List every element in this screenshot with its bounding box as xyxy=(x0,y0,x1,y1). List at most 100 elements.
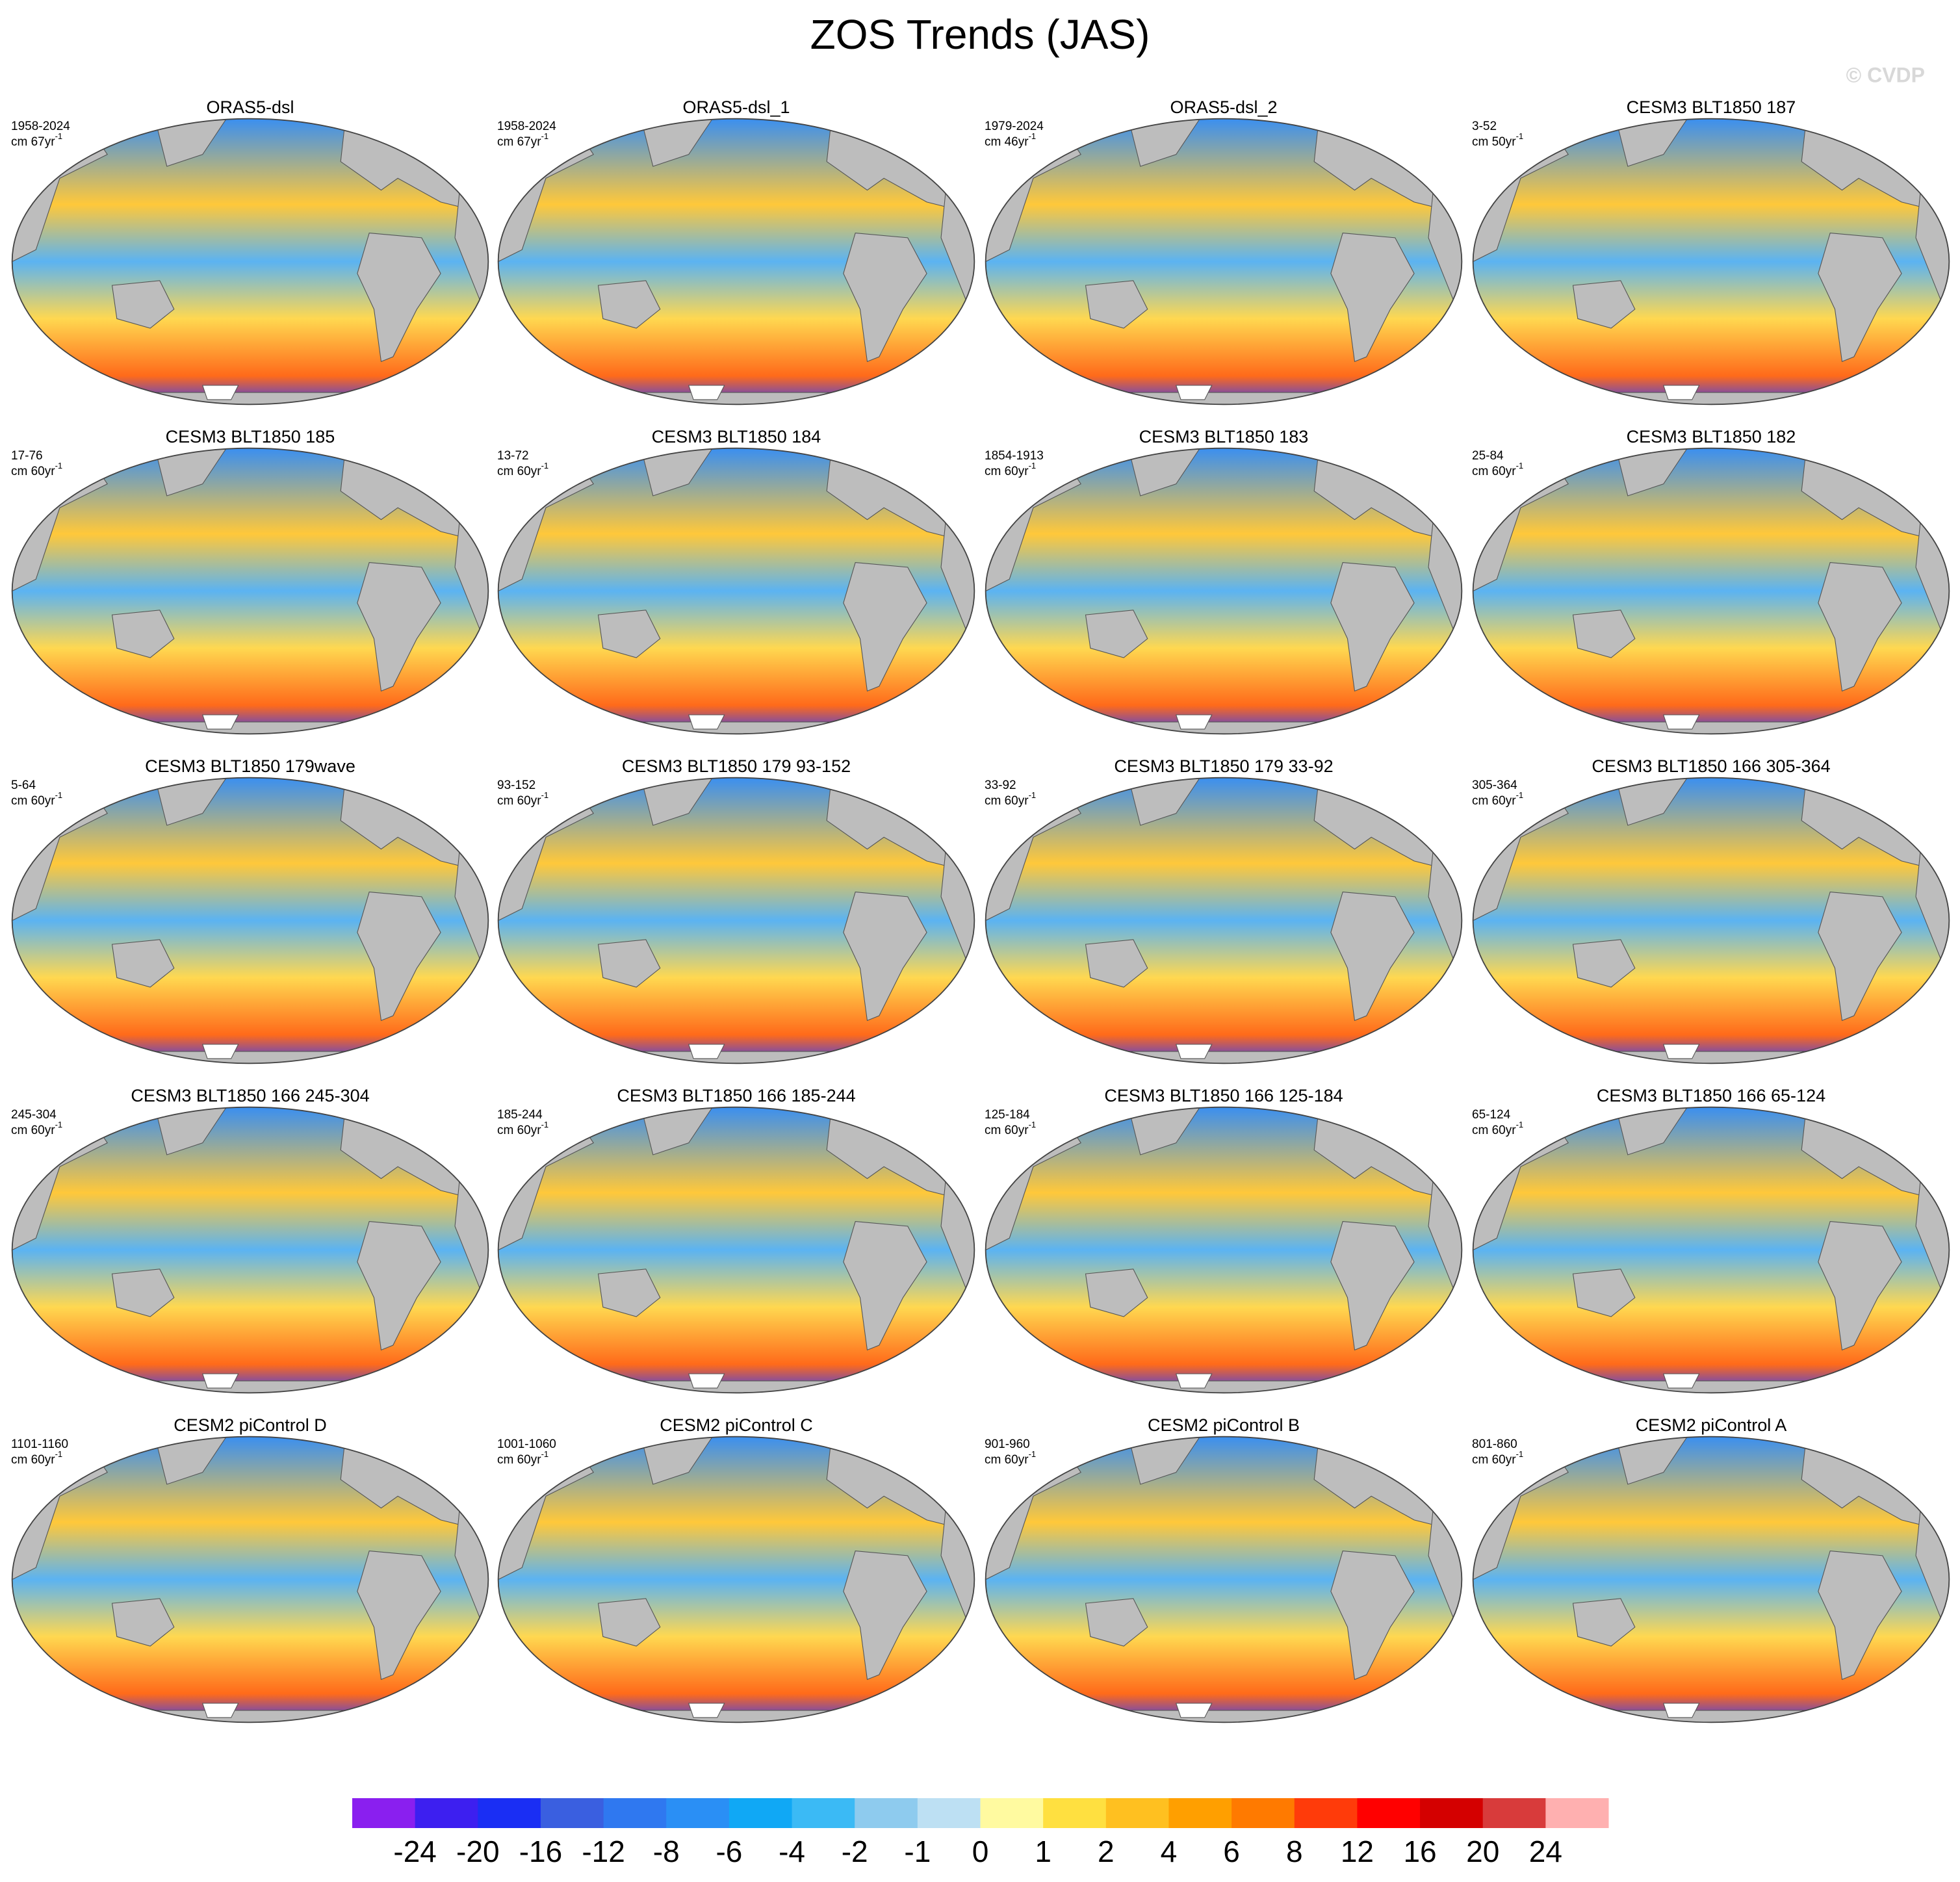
units-label: cm 60yr-1 xyxy=(1472,1120,1523,1137)
panel-title: CESM3 BLT1850 179wave xyxy=(145,756,355,776)
map xyxy=(12,119,489,405)
colorbar-label: -24 xyxy=(393,1835,436,1868)
units-text: cm 67yr xyxy=(11,135,55,149)
units-text: cm 60yr xyxy=(985,1453,1029,1467)
period-label: 65-124 xyxy=(1472,1108,1511,1122)
period-label: 801-860 xyxy=(1472,1437,1517,1451)
units-label: cm 46yr-1 xyxy=(985,131,1036,149)
units-exponent: -1 xyxy=(1516,790,1524,800)
units-label: cm 60yr-1 xyxy=(1472,790,1523,808)
colorbar-label: -1 xyxy=(904,1835,931,1868)
colorbar-box xyxy=(1545,1798,1609,1828)
period-label: 1001-1060 xyxy=(497,1437,556,1451)
period-label: 1101-1160 xyxy=(11,1437,68,1451)
units-label: cm 60yr-1 xyxy=(1472,461,1523,478)
map xyxy=(498,119,975,405)
units-exponent: -1 xyxy=(1029,461,1037,470)
watermark: © CVDP xyxy=(1846,63,1925,86)
colorbar-box xyxy=(917,1798,981,1828)
units-label: cm 60yr-1 xyxy=(985,461,1036,478)
units-label: cm 60yr-1 xyxy=(497,790,548,808)
map xyxy=(12,1107,489,1393)
units-text: cm 60yr xyxy=(11,1453,55,1467)
colorbar-box xyxy=(415,1798,478,1828)
map xyxy=(1473,448,1950,734)
units-label: cm 60yr-1 xyxy=(11,1120,62,1137)
colorbar-box xyxy=(1420,1798,1484,1828)
colorbar-label: 2 xyxy=(1098,1835,1115,1868)
map xyxy=(1473,778,1950,1064)
period-label: 1958-2024 xyxy=(497,120,556,133)
colorbar-box xyxy=(1043,1798,1107,1828)
units-label: cm 60yr-1 xyxy=(11,1449,62,1467)
map xyxy=(986,119,1462,405)
colorbar-box xyxy=(855,1798,918,1828)
units-exponent: -1 xyxy=(55,461,63,470)
units-label: cm 60yr-1 xyxy=(497,461,548,478)
map xyxy=(498,778,975,1064)
period-label: 25-84 xyxy=(1472,449,1504,463)
units-label: cm 60yr-1 xyxy=(11,790,62,808)
colorbar-label: 4 xyxy=(1161,1835,1178,1868)
map-panel: CESM3 BLT1850 187 3-52 cm 50yr-1 xyxy=(1472,97,1949,404)
units-text: cm 60yr xyxy=(11,465,55,478)
colorbar-box xyxy=(1294,1798,1358,1828)
units-label: cm 60yr-1 xyxy=(985,790,1036,808)
colorbar-box xyxy=(478,1798,541,1828)
units-text: cm 60yr xyxy=(497,1124,541,1137)
panel-title: CESM3 BLT1850 179 33-92 xyxy=(1114,756,1333,776)
period-label: 5-64 xyxy=(11,779,36,792)
units-text: cm 60yr xyxy=(11,1124,55,1137)
units-exponent: -1 xyxy=(541,790,549,800)
panel-title: CESM3 BLT1850 187 xyxy=(1627,97,1796,117)
period-label: 1979-2024 xyxy=(985,120,1044,133)
colorbar-label: -20 xyxy=(456,1835,499,1868)
map xyxy=(1473,1107,1950,1393)
colorbar-label: -2 xyxy=(842,1835,868,1868)
panel-title: CESM3 BLT1850 166 185-244 xyxy=(617,1086,855,1105)
units-exponent: -1 xyxy=(1516,131,1524,141)
panel-title: CESM2 piControl C xyxy=(660,1415,813,1435)
period-label: 3-52 xyxy=(1472,120,1497,133)
period-label: 93-152 xyxy=(497,779,535,792)
map xyxy=(1473,1437,1950,1723)
units-text: cm 50yr xyxy=(1472,135,1516,149)
colorbar-label: -12 xyxy=(582,1835,625,1868)
units-label: cm 60yr-1 xyxy=(11,461,62,478)
period-label: 13-72 xyxy=(497,449,529,463)
colorbar-box xyxy=(1105,1798,1169,1828)
colorbar-label: 12 xyxy=(1341,1835,1374,1868)
units-exponent: -1 xyxy=(55,1449,63,1459)
units-text: cm 60yr xyxy=(1472,465,1516,478)
panel-title: CESM3 BLT1850 166 125-184 xyxy=(1104,1086,1343,1105)
period-label: 305-364 xyxy=(1472,779,1517,792)
panel-title: CESM2 piControl B xyxy=(1148,1415,1300,1435)
panel-title: CESM3 BLT1850 185 xyxy=(166,427,335,446)
units-exponent: -1 xyxy=(541,1449,549,1459)
colorbar-box xyxy=(1357,1798,1421,1828)
period-label: 33-92 xyxy=(985,779,1016,792)
map xyxy=(986,778,1462,1064)
map xyxy=(12,778,489,1064)
colorbar-box xyxy=(540,1798,604,1828)
colorbar-box xyxy=(792,1798,855,1828)
colorbar-box xyxy=(1482,1798,1546,1828)
period-label: 17-76 xyxy=(11,449,43,463)
colorbar-box xyxy=(352,1798,416,1828)
period-label: 125-184 xyxy=(985,1108,1030,1122)
units-text: cm 60yr xyxy=(985,794,1029,808)
units-exponent: -1 xyxy=(541,461,549,470)
